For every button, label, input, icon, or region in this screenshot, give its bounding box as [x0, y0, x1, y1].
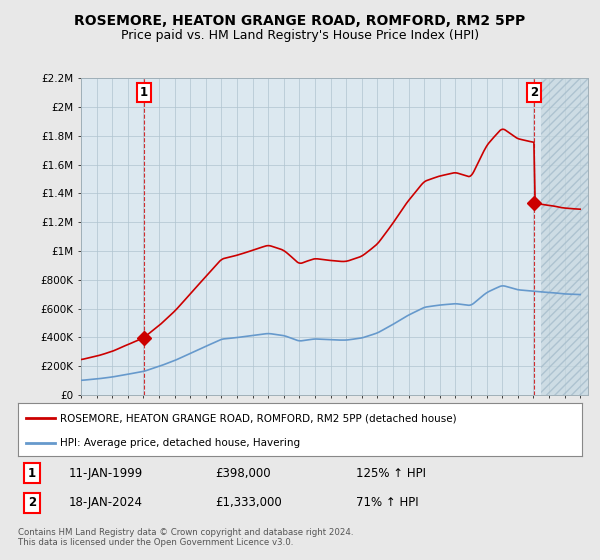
Text: Contains HM Land Registry data © Crown copyright and database right 2024.
This d: Contains HM Land Registry data © Crown c… — [18, 528, 353, 547]
Text: £398,000: £398,000 — [215, 467, 271, 480]
Text: 18-JAN-2024: 18-JAN-2024 — [69, 497, 143, 510]
Text: 71% ↑ HPI: 71% ↑ HPI — [356, 497, 419, 510]
Text: HPI: Average price, detached house, Havering: HPI: Average price, detached house, Have… — [60, 438, 301, 448]
Text: 2: 2 — [530, 86, 538, 99]
Text: £1,333,000: £1,333,000 — [215, 497, 282, 510]
Bar — [541, 78, 588, 395]
Text: 1: 1 — [28, 467, 36, 480]
Text: Price paid vs. HM Land Registry's House Price Index (HPI): Price paid vs. HM Land Registry's House … — [121, 29, 479, 42]
Text: ROSEMORE, HEATON GRANGE ROAD, ROMFORD, RM2 5PP: ROSEMORE, HEATON GRANGE ROAD, ROMFORD, R… — [74, 14, 526, 28]
Text: 1: 1 — [140, 86, 148, 99]
Text: ROSEMORE, HEATON GRANGE ROAD, ROMFORD, RM2 5PP (detached house): ROSEMORE, HEATON GRANGE ROAD, ROMFORD, R… — [60, 413, 457, 423]
Text: 2: 2 — [28, 497, 36, 510]
Text: 11-JAN-1999: 11-JAN-1999 — [69, 467, 143, 480]
Text: 125% ↑ HPI: 125% ↑ HPI — [356, 467, 427, 480]
